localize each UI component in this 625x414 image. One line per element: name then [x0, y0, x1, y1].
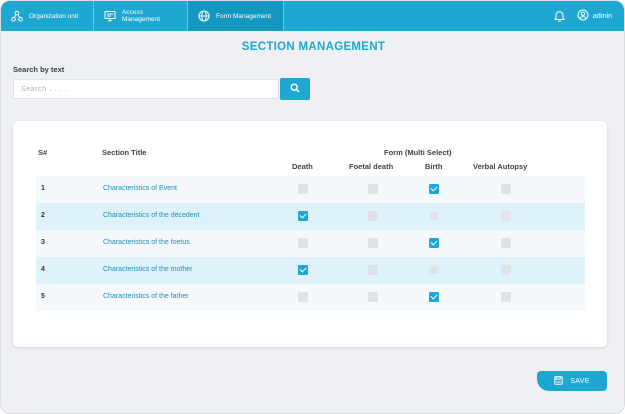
checkbox-autopsy[interactable] — [501, 184, 511, 194]
checkbox-autopsy[interactable] — [501, 238, 511, 248]
checkbox-autopsy[interactable] — [501, 292, 511, 302]
row-section-title[interactable]: Characteristics of the mother — [103, 266, 193, 273]
row-number: 5 — [41, 293, 45, 300]
checkbox-death[interactable] — [298, 211, 308, 221]
checkbox-birth[interactable] — [429, 184, 439, 194]
checkbox-autopsy[interactable] — [501, 265, 511, 275]
checkbox-birth[interactable] — [430, 212, 438, 220]
header-birth: Birth — [425, 162, 443, 171]
table-row: 2 Characteristics of the decedent — [36, 203, 585, 230]
monitor-icon — [104, 10, 116, 22]
nav-label-form-management: Form Management — [216, 12, 271, 20]
checkbox-birth[interactable] — [430, 266, 438, 274]
nav-item-access-management[interactable]: Access Management — [94, 1, 188, 31]
table-row: 1 Characteristics of Event — [36, 176, 585, 203]
user-menu[interactable]: admin — [577, 9, 612, 23]
nav-label-organization-unit: Organization unit — [29, 12, 79, 20]
search-input[interactable] — [13, 79, 279, 99]
checkbox-foetal[interactable] — [368, 184, 378, 194]
save-icon — [554, 375, 564, 387]
save-label: SAVE — [570, 377, 590, 385]
table-row: 5 Characteristics of the father — [36, 284, 585, 311]
user-name: admin — [592, 12, 612, 20]
checkbox-foetal[interactable] — [368, 265, 378, 275]
header-form-multi-select: Form (Multi Select) — [384, 148, 452, 157]
row-section-title[interactable]: Characteristics of Event — [103, 185, 177, 192]
checkbox-death[interactable] — [298, 238, 308, 248]
table-row: 4 Characteristics of the mother — [36, 257, 585, 284]
org-icon — [11, 10, 23, 22]
topbar-right: admin — [553, 1, 624, 31]
row-number: 1 — [41, 185, 45, 192]
search-label: Search by text — [13, 65, 65, 74]
page-title: SECTION MANAGEMENT — [241, 41, 386, 53]
search-icon — [290, 80, 300, 98]
user-avatar-icon — [577, 9, 589, 23]
globe-icon — [198, 10, 210, 22]
top-nav-bar: Organization unit Access Management Form… — [1, 1, 624, 31]
search-button[interactable] — [280, 78, 310, 100]
sections-table-card: S# Section Title Form (Multi Select) Dea… — [13, 121, 607, 347]
header-section-title: Section Title — [102, 148, 147, 157]
row-number: 2 — [41, 212, 45, 219]
checkbox-foetal[interactable] — [368, 211, 378, 221]
checkbox-foetal[interactable] — [368, 292, 378, 302]
checkbox-autopsy[interactable] — [501, 211, 511, 221]
row-section-title[interactable]: Characteristics of the decedent — [103, 212, 200, 219]
checkbox-birth[interactable] — [429, 238, 439, 248]
header-number: S# — [38, 148, 48, 157]
row-section-title[interactable]: Characteristics of the foetus — [103, 239, 190, 246]
table-row: 3 Characteristics of the foetus — [36, 230, 585, 257]
header-verbal-autopsy: Verbal Autopsy — [473, 162, 528, 171]
row-number: 4 — [41, 266, 45, 273]
bell-icon[interactable] — [553, 10, 565, 22]
save-button[interactable]: SAVE — [537, 371, 607, 391]
header-foetal-death: Foetal death — [349, 162, 394, 171]
checkbox-death[interactable] — [298, 265, 308, 275]
checkbox-death[interactable] — [298, 292, 308, 302]
checkbox-birth[interactable] — [429, 292, 439, 302]
row-section-title[interactable]: Characteristics of the father — [103, 293, 189, 300]
nav-item-form-management[interactable]: Form Management — [188, 1, 284, 31]
header-death: Death — [292, 162, 313, 171]
checkbox-foetal[interactable] — [368, 238, 378, 248]
row-number: 3 — [41, 239, 45, 246]
nav-item-organization-unit[interactable]: Organization unit — [1, 1, 94, 31]
checkbox-death[interactable] — [298, 184, 308, 194]
nav-label-access-management: Access Management — [122, 9, 160, 23]
